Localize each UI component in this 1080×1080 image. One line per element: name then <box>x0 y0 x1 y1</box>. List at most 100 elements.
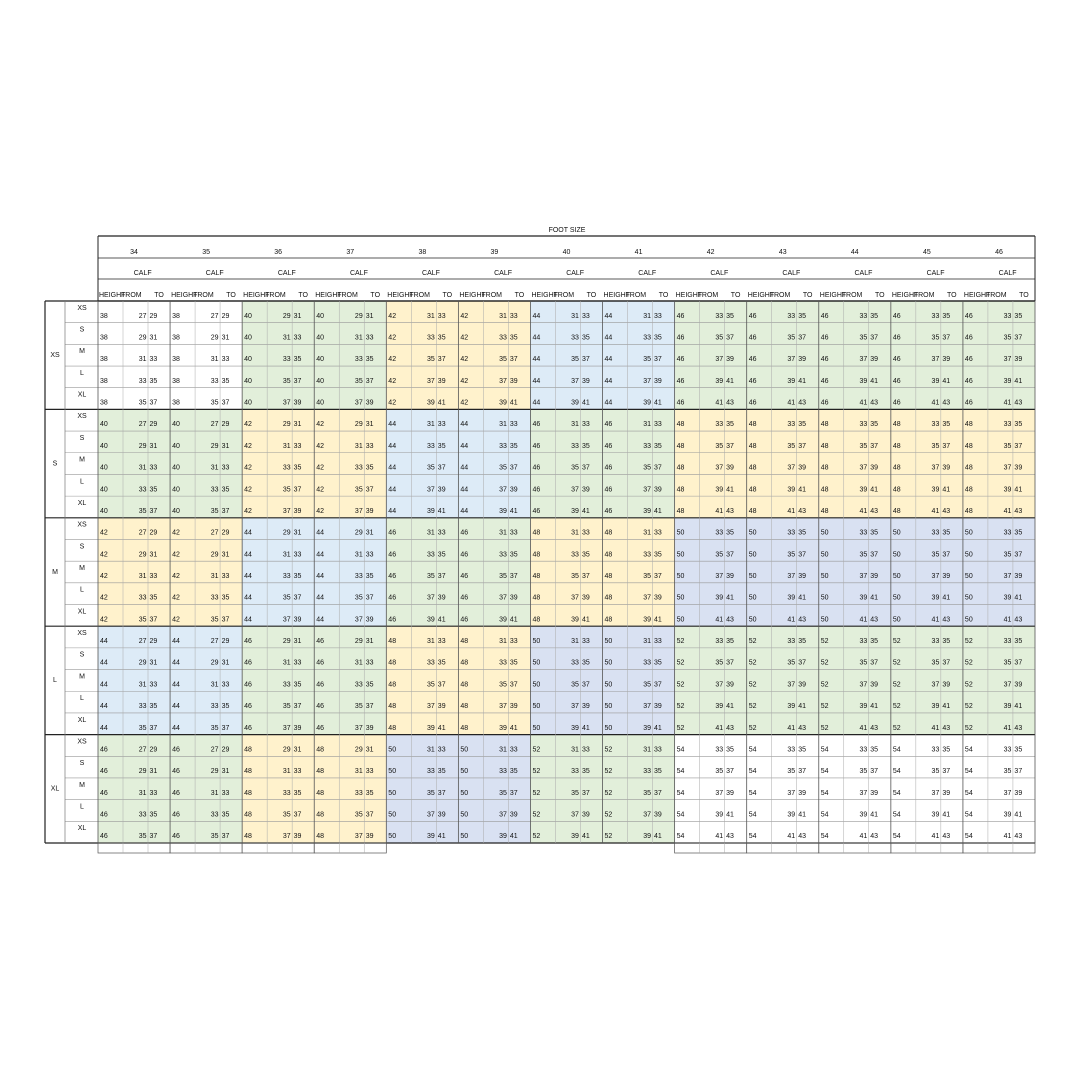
row-label: M <box>79 565 85 572</box>
cell-bg <box>746 387 819 410</box>
to-value: 31 <box>366 421 374 428</box>
from-value: 35 <box>715 660 723 667</box>
height-value: 40 <box>244 356 252 363</box>
height-value: 52 <box>677 660 685 667</box>
cell-bg <box>962 561 1035 583</box>
height-value: 46 <box>460 595 468 602</box>
empty-cell <box>97 842 171 854</box>
height-value: 46 <box>172 768 180 775</box>
to-value: 39 <box>438 486 446 493</box>
to-value: 39 <box>510 703 518 710</box>
to-value: 33 <box>510 530 518 537</box>
to-value: 43 <box>942 400 950 407</box>
from-value: 33 <box>932 313 940 320</box>
height-value: 42 <box>388 378 396 385</box>
to-value: 39 <box>654 595 662 602</box>
height-value: 46 <box>100 833 108 840</box>
cell-bg <box>314 821 387 843</box>
to-value: 37 <box>438 465 446 472</box>
to-value: 37 <box>726 335 734 342</box>
height-value: 46 <box>965 356 973 363</box>
height-value: 46 <box>965 313 973 320</box>
height-value: 44 <box>316 551 324 558</box>
height-value: 46 <box>388 551 396 558</box>
height-value: 52 <box>605 790 613 797</box>
height-value: 44 <box>532 400 540 407</box>
height-value: 46 <box>100 811 108 818</box>
to-value: 37 <box>366 595 374 602</box>
to-value: 39 <box>726 790 734 797</box>
to-value: 37 <box>798 660 806 667</box>
height-value: 54 <box>821 790 829 797</box>
height-value: 40 <box>316 378 324 385</box>
height-value: 44 <box>605 335 613 342</box>
height-value: 52 <box>965 725 973 732</box>
row-label: XS <box>77 305 87 312</box>
cell-bg <box>890 647 963 670</box>
from-value: 39 <box>932 486 940 493</box>
to-value: 43 <box>870 833 878 840</box>
from-value: 39 <box>787 378 795 385</box>
height-value: 50 <box>677 595 685 602</box>
cell-bg <box>602 517 675 540</box>
cell-bg <box>890 626 963 648</box>
sub-header: TO <box>443 292 453 299</box>
cell-bg <box>746 561 819 583</box>
foot-size: 46 <box>995 249 1003 256</box>
from-value: 31 <box>283 443 291 450</box>
to-value: 43 <box>1014 400 1022 407</box>
to-value: 33 <box>294 443 302 450</box>
cell-bg <box>530 669 603 692</box>
from-value: 35 <box>211 508 219 515</box>
row-group-label: M <box>52 569 58 576</box>
from-value: 39 <box>643 400 651 407</box>
to-value: 39 <box>1014 573 1022 580</box>
to-value: 37 <box>870 551 878 558</box>
sub-header: FROM <box>914 292 935 299</box>
cell-bg <box>458 431 531 453</box>
from-value: 35 <box>1004 443 1012 450</box>
to-value: 39 <box>654 486 662 493</box>
from-value: 31 <box>427 421 435 428</box>
height-value: 50 <box>965 551 973 558</box>
sub-header: TO <box>515 292 525 299</box>
cell-bg <box>602 626 675 648</box>
cell-bg <box>962 322 1035 345</box>
sub-header: TO <box>154 292 164 299</box>
cell-bg <box>674 496 747 518</box>
from-value: 31 <box>427 746 435 753</box>
from-value: 35 <box>355 486 363 493</box>
cell-bg <box>386 539 459 562</box>
height-value: 48 <box>460 725 468 732</box>
height-value: 44 <box>244 573 252 580</box>
from-value: 33 <box>355 681 363 688</box>
to-value: 39 <box>942 790 950 797</box>
from-value: 41 <box>715 508 723 515</box>
from-value: 35 <box>859 335 867 342</box>
to-value: 37 <box>150 508 158 515</box>
cell-bg <box>962 496 1035 518</box>
to-value: 37 <box>222 725 230 732</box>
to-value: 39 <box>870 790 878 797</box>
from-value: 31 <box>643 313 651 320</box>
height-value: 50 <box>893 595 901 602</box>
row-label: S <box>80 760 85 767</box>
height-value: 46 <box>605 443 613 450</box>
from-value: 37 <box>1004 465 1012 472</box>
from-value: 41 <box>932 725 940 732</box>
height-value: 44 <box>532 378 540 385</box>
group-label: CALF <box>638 270 656 277</box>
height-value: 40 <box>172 486 180 493</box>
cell-bg <box>818 539 891 562</box>
cell-bg <box>962 474 1035 497</box>
from-value: 37 <box>355 616 363 623</box>
cell-bg <box>458 322 531 345</box>
from-value: 35 <box>283 703 291 710</box>
height-value: 44 <box>100 703 108 710</box>
height-value: 52 <box>965 681 973 688</box>
height-value: 50 <box>532 703 540 710</box>
from-value: 31 <box>499 746 507 753</box>
from-value: 33 <box>139 378 147 385</box>
cell-bg <box>674 734 747 757</box>
from-value: 35 <box>211 400 219 407</box>
